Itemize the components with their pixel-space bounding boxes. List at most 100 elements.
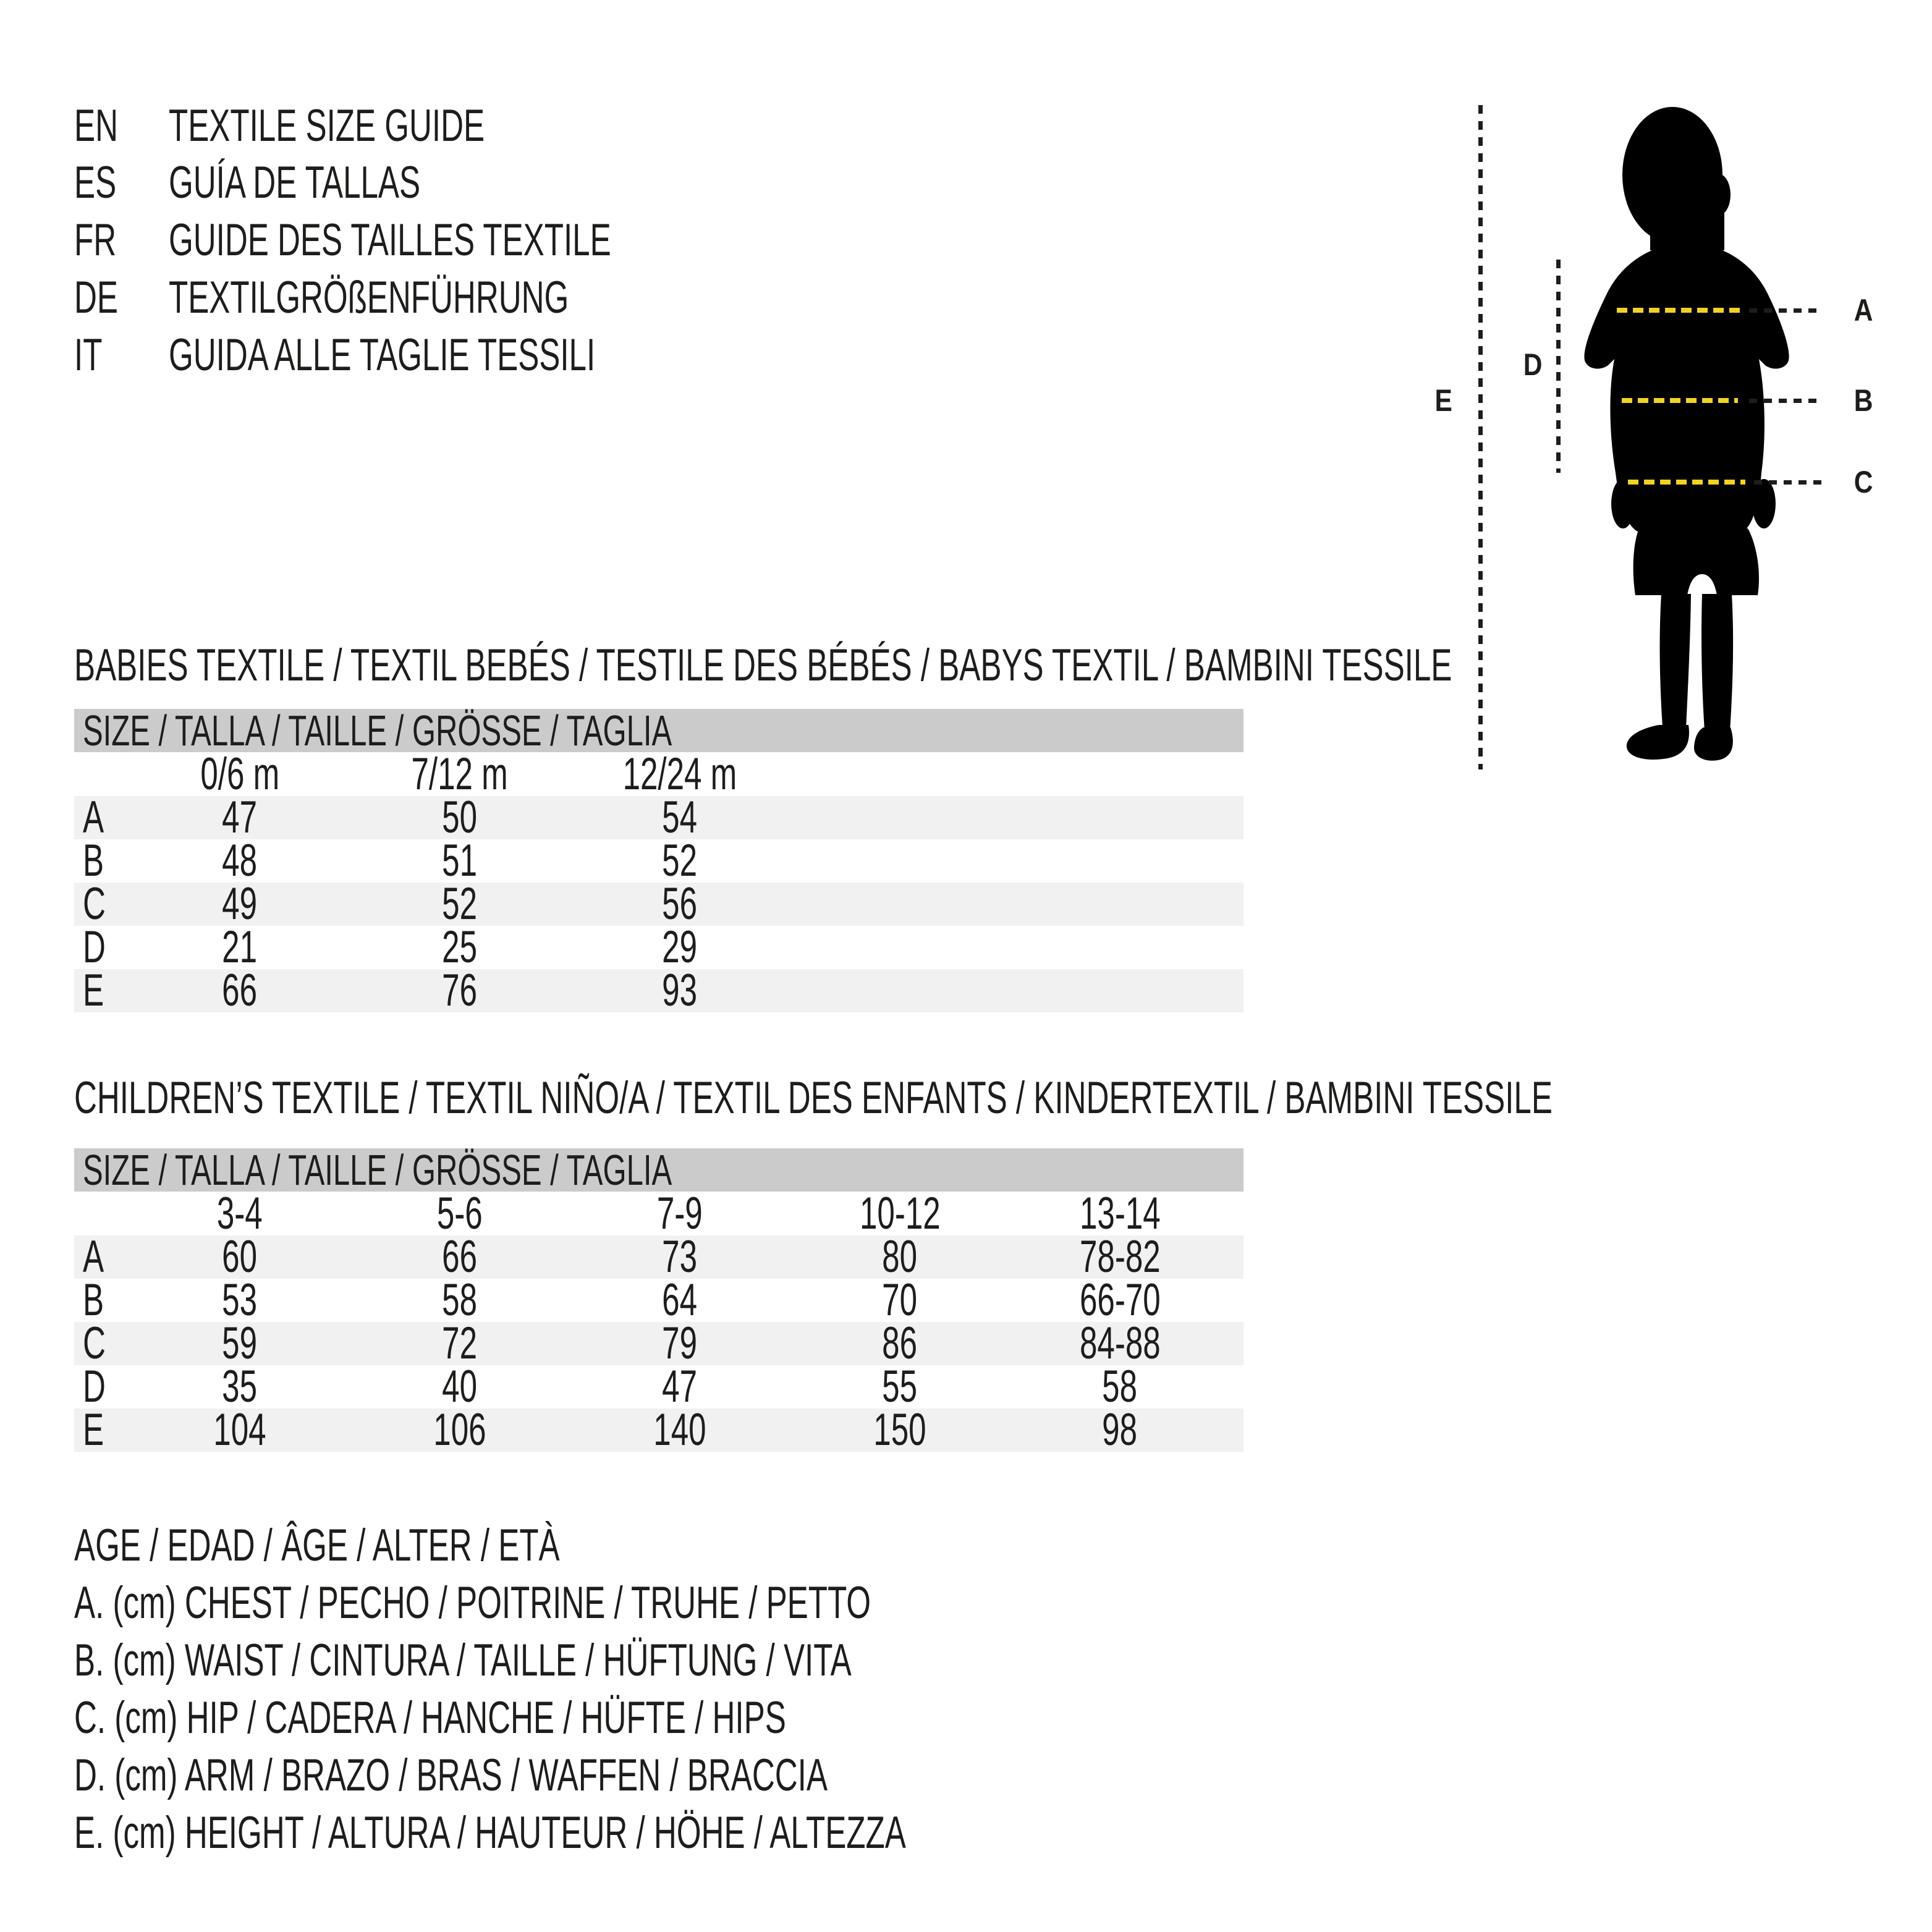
lang-code: DE	[74, 273, 118, 323]
row-label: B	[83, 836, 104, 886]
lang-title: TEXTILE SIZE GUIDE	[169, 101, 485, 151]
row-label: C	[83, 879, 106, 929]
lang-code: FR	[74, 215, 117, 265]
cell-value: 59	[222, 1318, 258, 1368]
waist-leader-line-b	[1749, 399, 1822, 403]
cell-value: 29	[662, 922, 698, 972]
column-header: 13-14	[1079, 1188, 1161, 1239]
arm-measure-line-d	[1556, 260, 1561, 473]
cell-value: 64	[662, 1275, 698, 1325]
table-row-d: D 21 25 29	[74, 922, 1244, 972]
row-label: A	[83, 1232, 104, 1282]
babies-column-header-row: 0/6 m 7/12 m 12/24 m	[74, 748, 1244, 799]
babies-size-table: SIZE / TALLA / TAILLE / GRÖSSE / TAGLIA …	[74, 709, 1244, 1015]
cell-value: 51	[442, 836, 478, 886]
lang-code: EN	[74, 101, 118, 151]
table-row-a: A 60 66 73 80 78-82	[74, 1232, 1244, 1282]
cell-value: 56	[662, 879, 698, 929]
cell-value: 55	[882, 1362, 918, 1412]
cell-value: 54	[662, 792, 698, 842]
cell-value: 66	[442, 1232, 478, 1282]
babies-section-title: BABIES TEXTILE / TEXTIL BEBÉS / TESTILE …	[74, 640, 1452, 690]
cell-value: 66-70	[1079, 1275, 1161, 1325]
child-silhouette	[1584, 107, 1789, 761]
column-header: 12/24 m	[622, 748, 737, 799]
cell-value: 72	[442, 1318, 478, 1368]
cell-value: 70	[882, 1275, 918, 1325]
cell-value: 93	[662, 965, 698, 1015]
waist-measure-line-b	[1622, 398, 1738, 403]
legend-line-arm: D. (cm) ARM / BRAZO / BRAS / WAFFEN / BR…	[74, 1750, 828, 1800]
measure-label-e: E	[1434, 383, 1453, 418]
height-measure-line-e	[1478, 105, 1483, 769]
table-row-c: C 49 52 56	[74, 879, 1244, 929]
lang-code: ES	[74, 158, 117, 208]
cell-value: 86	[882, 1318, 918, 1368]
column-header: 5-6	[437, 1188, 483, 1239]
children-column-header-row: 3-4 5-6 7-9 10-12 13-14	[74, 1188, 1244, 1239]
cell-value: 80	[882, 1232, 918, 1282]
lang-title: GUIDE DES TAILLES TEXTILE	[169, 215, 611, 265]
column-header: 7-9	[657, 1188, 703, 1239]
hip-measure-line-c	[1628, 480, 1745, 485]
cell-value: 60	[222, 1232, 258, 1282]
row-label: D	[83, 922, 106, 972]
cell-value: 104	[213, 1405, 266, 1455]
chest-measure-line-a	[1617, 308, 1740, 313]
measure-label-c: C	[1854, 465, 1873, 499]
cell-value: 79	[662, 1318, 698, 1368]
cell-value: 48	[222, 836, 258, 886]
cell-value: 66	[222, 965, 258, 1015]
cell-value: 25	[442, 922, 478, 972]
column-header: 0/6 m	[200, 748, 279, 799]
hip-leader-line-c	[1754, 480, 1823, 485]
table-row-c: C 59 72 79 86 84-88	[74, 1318, 1244, 1368]
cell-value: 58	[442, 1275, 478, 1325]
column-header: 7/12 m	[411, 748, 509, 799]
cell-value: 52	[442, 879, 478, 929]
cell-value: 140	[653, 1405, 706, 1455]
legend-line-hip: C. (cm) HIP / CADERA / HANCHE / HÜFTE / …	[74, 1693, 786, 1743]
legend-line-waist: B. (cm) WAIST / CINTURA / TAILLE / HÜFTU…	[74, 1635, 852, 1685]
table-row-b: B 53 58 64 70 66-70	[74, 1275, 1244, 1325]
legend-line-age: AGE / EDAD / ÂGE / ALTER / ETÀ	[74, 1520, 560, 1570]
column-header: 3-4	[217, 1188, 263, 1239]
measure-label-a: A	[1854, 293, 1873, 328]
column-header: 10-12	[859, 1188, 941, 1239]
lang-title: TEXTILGRÖßENFÜHRUNG	[169, 273, 569, 323]
row-label: E	[83, 1405, 104, 1455]
row-label: B	[83, 1275, 104, 1325]
chest-leader-line-a	[1749, 308, 1822, 313]
size-header-bar: SIZE / TALLA / TAILLE / GRÖSSE / TAGLIA	[74, 709, 1244, 752]
measure-label-b: B	[1854, 383, 1873, 418]
cell-value: 53	[222, 1275, 258, 1325]
cell-value: 106	[433, 1405, 486, 1455]
cell-value: 21	[222, 922, 258, 972]
cell-value: 47	[662, 1362, 698, 1412]
cell-value: 84-88	[1079, 1318, 1161, 1368]
row-label: A	[83, 792, 104, 842]
row-label: D	[83, 1362, 106, 1412]
cell-value: 35	[222, 1362, 258, 1412]
cell-value: 76	[442, 965, 478, 1015]
table-row-e: E 104 106 140 150 98	[74, 1405, 1244, 1455]
cell-value: 49	[222, 879, 258, 929]
legend-line-height: E. (cm) HEIGHT / ALTURA / HAUTEUR / HÖHE…	[74, 1808, 906, 1858]
measure-label-d: D	[1523, 347, 1543, 382]
children-section-title: CHILDREN’S TEXTILE / TEXTIL NIÑO/A / TEX…	[74, 1073, 1553, 1123]
lang-code: IT	[74, 330, 103, 380]
legend-line-chest: A. (cm) CHEST / PECHO / POITRINE / TRUHE…	[74, 1578, 871, 1628]
cell-value: 78-82	[1079, 1232, 1161, 1282]
table-row-e: E 66 76 93	[74, 965, 1244, 1015]
children-size-table: SIZE / TALLA / TAILLE / GRÖSSE / TAGLIA …	[74, 1148, 1244, 1452]
size-header-bar: SIZE / TALLA / TAILLE / GRÖSSE / TAGLIA	[74, 1148, 1244, 1192]
lang-title: GUÍA DE TALLAS	[169, 158, 421, 208]
cell-value: 150	[873, 1405, 926, 1455]
cell-value: 58	[1102, 1362, 1138, 1412]
table-row-d: D 35 40 47 55 58	[74, 1362, 1244, 1412]
table-row-b: B 48 51 52	[74, 836, 1244, 886]
cell-value: 52	[662, 836, 698, 886]
row-label: E	[83, 965, 104, 1015]
lang-title: GUIDA ALLE TAGLIE TESSILI	[169, 330, 596, 380]
